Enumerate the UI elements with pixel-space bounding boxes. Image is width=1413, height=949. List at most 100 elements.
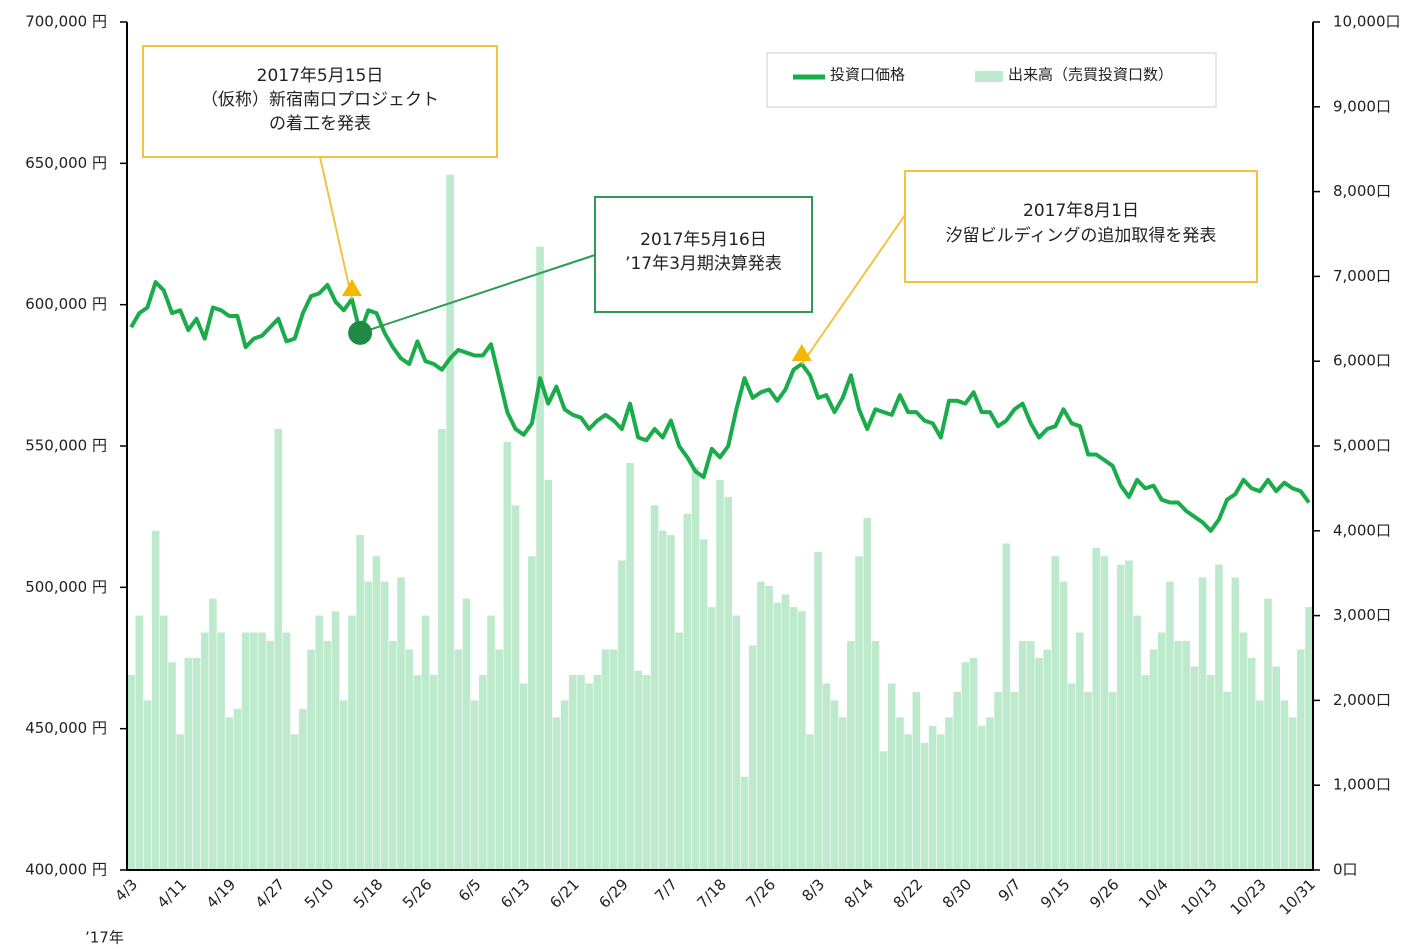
x-note: ’17年 [85,929,124,947]
volume-bar [1116,564,1125,870]
x-tick-label: 4/11 [154,875,191,912]
volume-bar [1092,547,1101,870]
volume-bar [127,674,135,870]
volume-bar [822,683,831,870]
volume-bar [912,691,921,870]
x-tick-label: 9/7 [995,875,1025,905]
volume-bar [896,717,904,870]
x-tick-label: 4/19 [203,875,240,912]
volume-bar [757,581,765,870]
volume-bar [1239,632,1248,870]
x-tick-label: 10/23 [1227,875,1270,918]
volume-bar [217,632,225,870]
volume-bar [519,683,528,870]
volume-bar [160,615,168,870]
legend-label: 投資口価格 [830,66,905,84]
x-tick-label: 10/4 [1135,875,1172,912]
volume-bar [634,670,642,870]
annotation-text: 2017年8月1日 [1023,201,1139,221]
volume-bar [937,734,945,870]
volume-bar [348,615,356,870]
volume-bar [446,174,454,870]
annotation-text: （仮称）新宿南口プロジェクト [201,90,439,110]
volume-bar [1247,658,1256,870]
volume-bar [282,632,291,870]
volume-bar [1051,556,1060,870]
y2-tick-label: 1,000口 [1333,776,1391,794]
volume-bar [1215,564,1223,870]
volume-bar [176,734,184,870]
annotation-text: 2017年5月16日 [640,230,767,250]
x-tick-label: 5/18 [350,875,387,912]
volume-bar [650,505,659,870]
volume-bar [429,674,438,870]
volume-bar [601,649,610,870]
volume-bar [879,751,888,870]
volume-bar [1141,674,1150,870]
volume-bar [487,615,495,870]
volume-bar [1084,691,1092,870]
annotation-connector [319,156,353,300]
volume-bar [904,734,912,870]
x-tick-label: 8/3 [798,875,828,905]
volume-bar [1002,543,1011,870]
x-tick-label: 5/26 [399,875,436,912]
volume-bar [855,556,863,870]
x-tick-label: 9/15 [1037,875,1074,912]
volume-bar [986,717,994,870]
volume-bar [773,602,782,870]
y2-tick-label: 2,000口 [1333,691,1391,709]
annotation-box [142,45,498,158]
volume-bar [438,429,446,870]
volume-bar [691,467,700,870]
volume-bar [209,598,217,870]
volume-bar [1190,666,1199,870]
volume-bar [249,632,258,870]
volume-bar [781,594,790,870]
volume-bar [339,700,348,870]
y2-tick-label: 9,000口 [1333,97,1391,115]
volume-bar [307,649,315,870]
volume-bar [299,708,307,870]
volume-bar [1157,632,1166,870]
y2-tick-label: 3,000口 [1333,606,1391,624]
volume-bar [994,691,1002,870]
volume-bar [871,641,880,870]
volume-bar [1206,674,1215,870]
x-tick-label: 9/26 [1086,875,1123,912]
x-tick-label: 8/30 [939,875,976,912]
volume-bar [626,462,634,870]
volume-bar [479,674,487,870]
volume-bar [568,674,577,870]
volume-bar [658,530,667,870]
y-tick-label: 700,000 円 [25,13,107,31]
volume-bar [953,691,961,870]
x-tick-label: 4/3 [111,875,141,905]
x-tick-label: 7/26 [743,875,780,912]
volume-bar [945,717,953,870]
volume-bar [315,615,324,870]
x-tick-label: 7/18 [693,875,730,912]
volume-bar [528,556,536,870]
volume-bar [920,742,929,870]
x-tick-label: 6/5 [455,875,485,905]
x-tick-label: 4/27 [252,875,289,912]
volume-bar [380,581,389,870]
volume-bar [233,708,242,870]
volume-bar [462,598,471,870]
x-tick-label: 10/31 [1276,875,1319,918]
x-tick-label: 10/13 [1177,875,1220,918]
volume-bar [241,632,250,870]
event-marker [348,320,373,345]
y-tick-label: 650,000 円 [25,154,107,172]
volume-bar [1067,683,1076,870]
volume-bar [740,776,749,870]
volume-bar [356,535,364,870]
volume-bar [135,615,144,870]
volume-bar [143,700,152,870]
volume-bar [847,641,855,870]
volume-bar [961,662,970,870]
volume-bar [389,641,397,870]
volume-bar [372,556,381,870]
